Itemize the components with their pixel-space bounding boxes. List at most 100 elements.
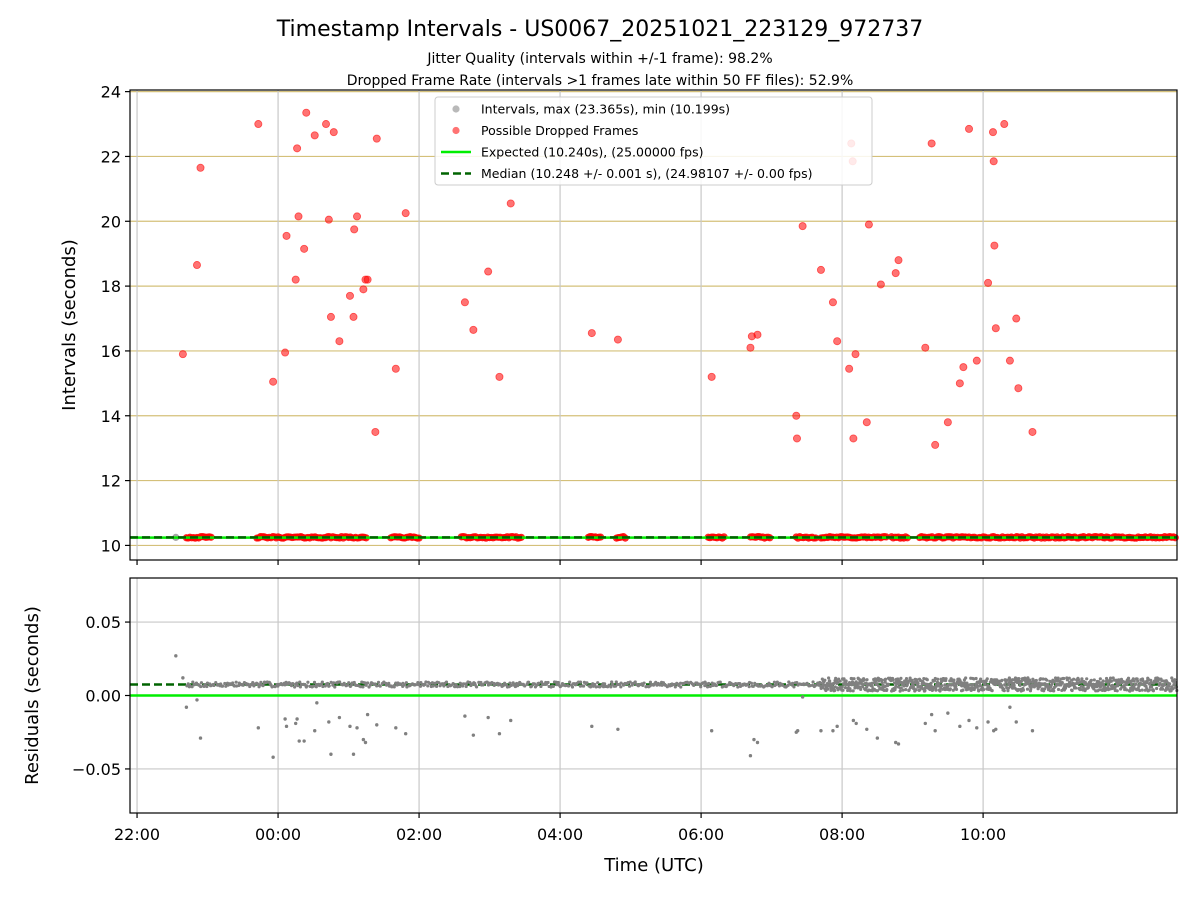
dropped-frame-point [989,157,998,166]
residual-point [1060,681,1064,685]
residual-point [777,684,782,688]
dropped-frame-point [372,134,381,143]
residual-point [943,683,947,687]
residual-point [971,683,975,687]
residual-point [509,683,513,688]
residual-point [1027,678,1032,682]
residual-point [627,684,632,688]
y-tick-label: 18 [101,277,121,296]
chart-title: Timestamp Intervals - US0067_20251021_22… [276,17,923,42]
dropped-frame-point [943,418,952,427]
residual-point [1000,678,1004,682]
residual-point [403,731,408,736]
residual-point [1139,682,1143,686]
residual-point [875,689,880,693]
residual-point [1103,688,1108,692]
residual-point [1106,683,1110,687]
residual-point [348,724,352,729]
dropped-frame-point [1005,356,1014,365]
residual-point [818,681,823,685]
residual-point [833,688,837,693]
dropped-frame-point [359,285,368,294]
residual-point [882,688,886,693]
residual-point [190,685,194,689]
residual-point [394,726,398,730]
residual-point [497,731,502,736]
dropped-frame-point [927,139,936,148]
residual-point [898,689,902,693]
residual-point [654,680,658,684]
residual-point [704,682,708,686]
residual-point [619,681,623,685]
residual-point [223,681,227,686]
residual-point [1167,682,1172,686]
dropped-frame-point [495,372,504,381]
residual-point [648,680,653,684]
dropped-frame-point [828,298,837,307]
residual-point [826,687,830,691]
residual-point [1046,683,1050,687]
residual-point [642,681,646,685]
residual-point [875,682,879,686]
dropped-frame-point [1014,384,1023,393]
x-tick-label: 10:00 [960,825,1006,844]
intervals-y-axis-label: Intervals (seconds) [59,239,80,411]
residual-point [364,683,368,687]
dropped-frame-point [469,325,478,334]
residual-point [765,684,770,688]
residual-point [481,683,485,687]
x-tick-label: 22:00 [114,825,160,844]
dropped-frame-point [196,163,205,172]
residual-point [1101,682,1106,686]
residual-point [205,684,209,689]
dropped-frame-point [1000,120,1009,129]
residual-point [378,684,382,688]
residual-point [899,676,903,680]
residual-point [979,679,984,684]
dropped-frame-point [845,364,854,373]
residual-point [772,680,777,684]
residual-point [1056,676,1060,680]
residual-point [708,684,712,689]
dropped-frame-point [269,377,278,386]
x-axis-label: Time (UTC) [603,855,704,876]
residual-point [1155,686,1159,691]
residual-point [1012,683,1016,687]
dropped-frame-point [345,291,354,300]
dropped-frame-point [506,199,515,208]
residual-point [1147,688,1152,692]
residual-point [1136,679,1140,683]
residual-point [994,727,998,731]
residual-point [327,684,331,688]
residual-points [174,654,1179,759]
dropped-frame-point [353,212,362,221]
residual-point [593,682,597,687]
dropped-frame-point [984,278,993,287]
residual-point [908,676,912,680]
residual-point [1151,689,1156,693]
residual-point [234,680,238,684]
residual-point [424,680,428,684]
dropped-frame-point [798,222,807,231]
dropped-frame-point [1012,314,1021,323]
residual-point [923,721,927,726]
residual-point [983,683,987,687]
residual-point [819,729,823,733]
residual-point [747,684,751,689]
residual-point [283,683,287,687]
y-tick-label: 20 [101,212,121,231]
residual-point [795,729,800,733]
residual-point [838,679,842,683]
residual-point [1056,687,1061,692]
dropped-frame-point [792,434,801,443]
residual-point [363,740,368,745]
residual-point [813,683,817,688]
residual-point [375,684,379,688]
residual-point [609,685,613,689]
legend-box [434,96,873,186]
residual-point [774,682,778,687]
residual-point [232,684,236,688]
dropped-frame-point [326,312,335,321]
legend-intervals-label: Intervals, max (23.365s), min (10.199s) [481,102,730,117]
residual-point [556,680,560,685]
